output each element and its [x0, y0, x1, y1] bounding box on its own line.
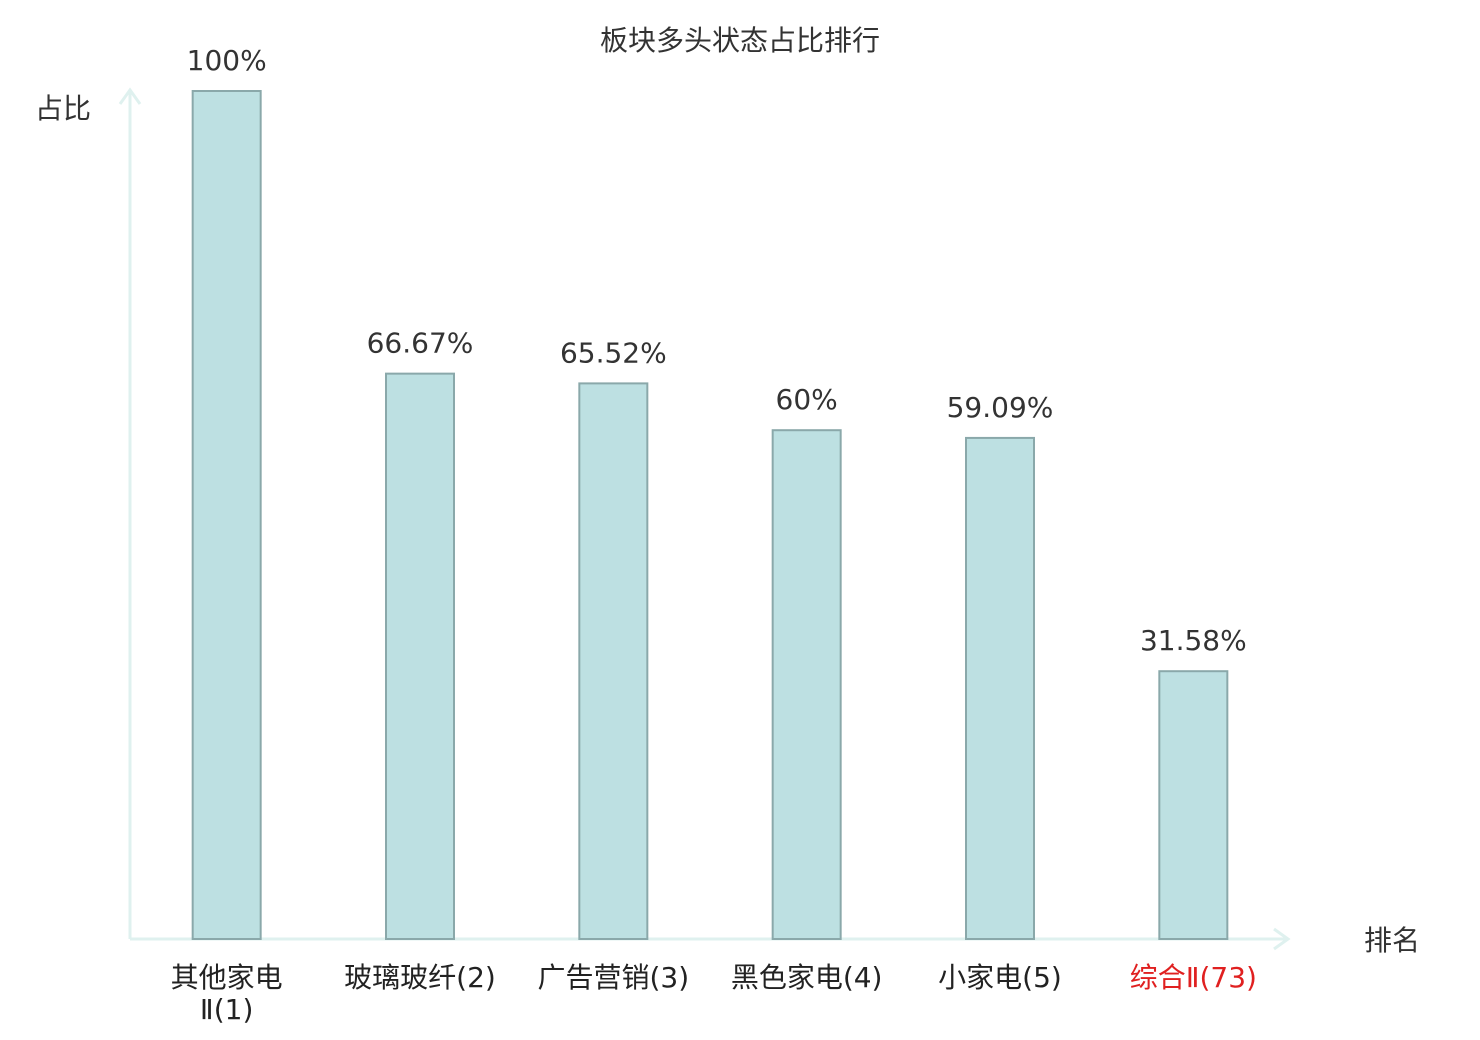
chart-title: 板块多头状态占比排行 [600, 24, 880, 57]
x-tick-label: 其他家电Ⅱ(1) [170, 961, 283, 1026]
bar [965, 436, 1035, 940]
value-label: 65.52% [560, 336, 667, 369]
y-axis-arrow [118, 87, 142, 105]
x-tick-label: 广告营销(3) [537, 961, 690, 994]
bar [1158, 670, 1229, 940]
value-label: 31.58% [1140, 624, 1247, 657]
x-axis-arrow [1273, 927, 1291, 951]
bar [191, 90, 262, 940]
bar [578, 382, 649, 941]
value-label: 100% [187, 44, 267, 77]
x-tick-label: 小家电(5) [938, 961, 1062, 994]
value-label: 59.09% [947, 391, 1054, 424]
value-label: 66.67% [367, 327, 474, 360]
bar [385, 372, 455, 940]
value-label: 60% [776, 383, 838, 416]
x-axis-label: 排名 [1364, 924, 1420, 957]
x-tick-label: 玻璃玻纤(2) [344, 961, 496, 994]
x-tick-label: 综合Ⅱ(73) [1129, 961, 1257, 994]
x-tick-label: 黑色家电(4) [730, 961, 883, 994]
y-axis-label: 占比 [35, 92, 91, 125]
bar [771, 429, 842, 940]
